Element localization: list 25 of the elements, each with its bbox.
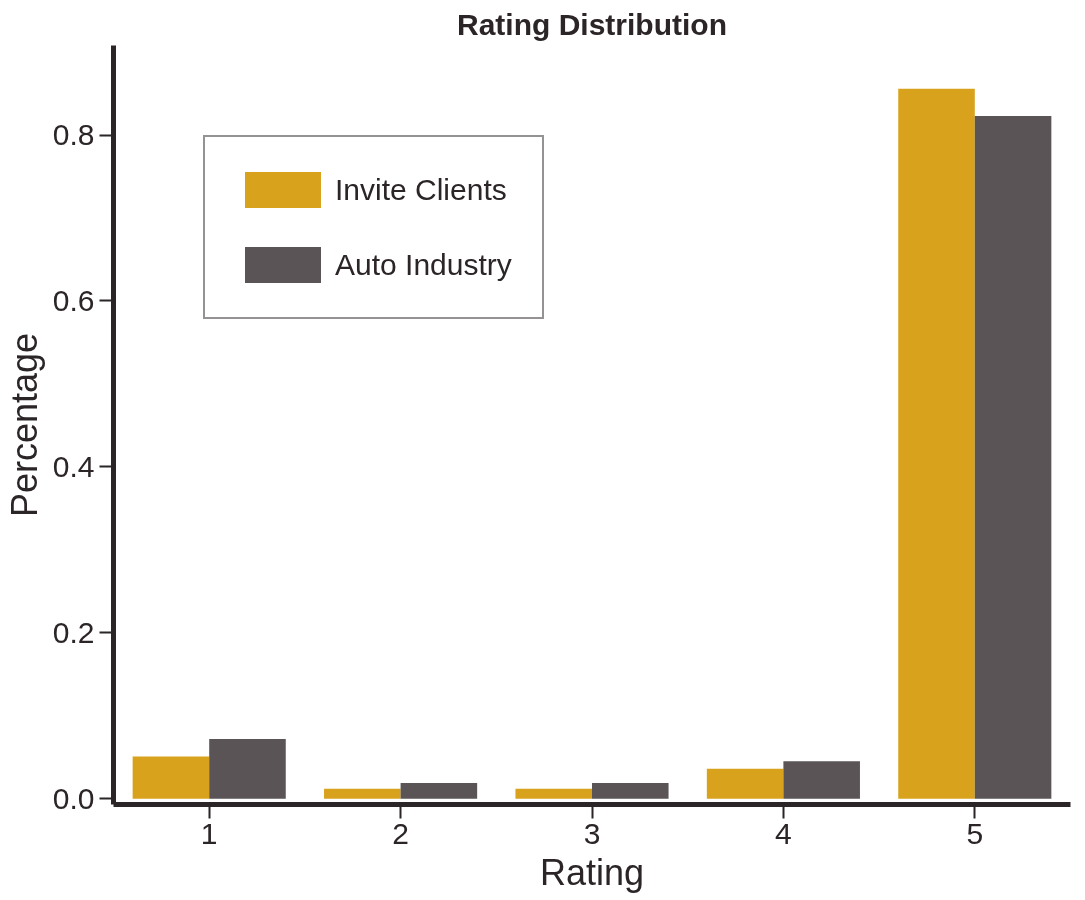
chart-title: Rating Distribution <box>457 7 727 41</box>
bar <box>400 782 478 799</box>
bar <box>783 761 860 799</box>
bar <box>898 88 975 799</box>
y-tick-label: 0.6 <box>52 283 95 317</box>
bar <box>706 768 784 799</box>
y-tick-label: 0.8 <box>52 118 95 152</box>
y-axis-title: Percentage <box>3 332 45 518</box>
x-tick-label: 5 <box>966 816 984 850</box>
x-tick-label: 2 <box>392 816 409 850</box>
x-tick-label: 3 <box>583 816 601 850</box>
x-tick-label: 1 <box>200 816 218 850</box>
y-tick-label: 0.0 <box>52 781 95 815</box>
bar <box>132 756 210 799</box>
bar <box>974 116 1052 799</box>
bar <box>515 788 592 799</box>
x-axis-title: Rating <box>539 851 645 893</box>
x-tick-label: 4 <box>775 816 792 850</box>
bar <box>324 788 401 799</box>
bar <box>209 738 286 799</box>
bar <box>592 782 669 799</box>
y-tick-label: 0.4 <box>52 449 95 483</box>
legend-label: Auto Industry <box>335 247 512 282</box>
legend-label: Invite Clients <box>335 172 507 207</box>
y-tick-label: 0.2 <box>52 615 95 649</box>
